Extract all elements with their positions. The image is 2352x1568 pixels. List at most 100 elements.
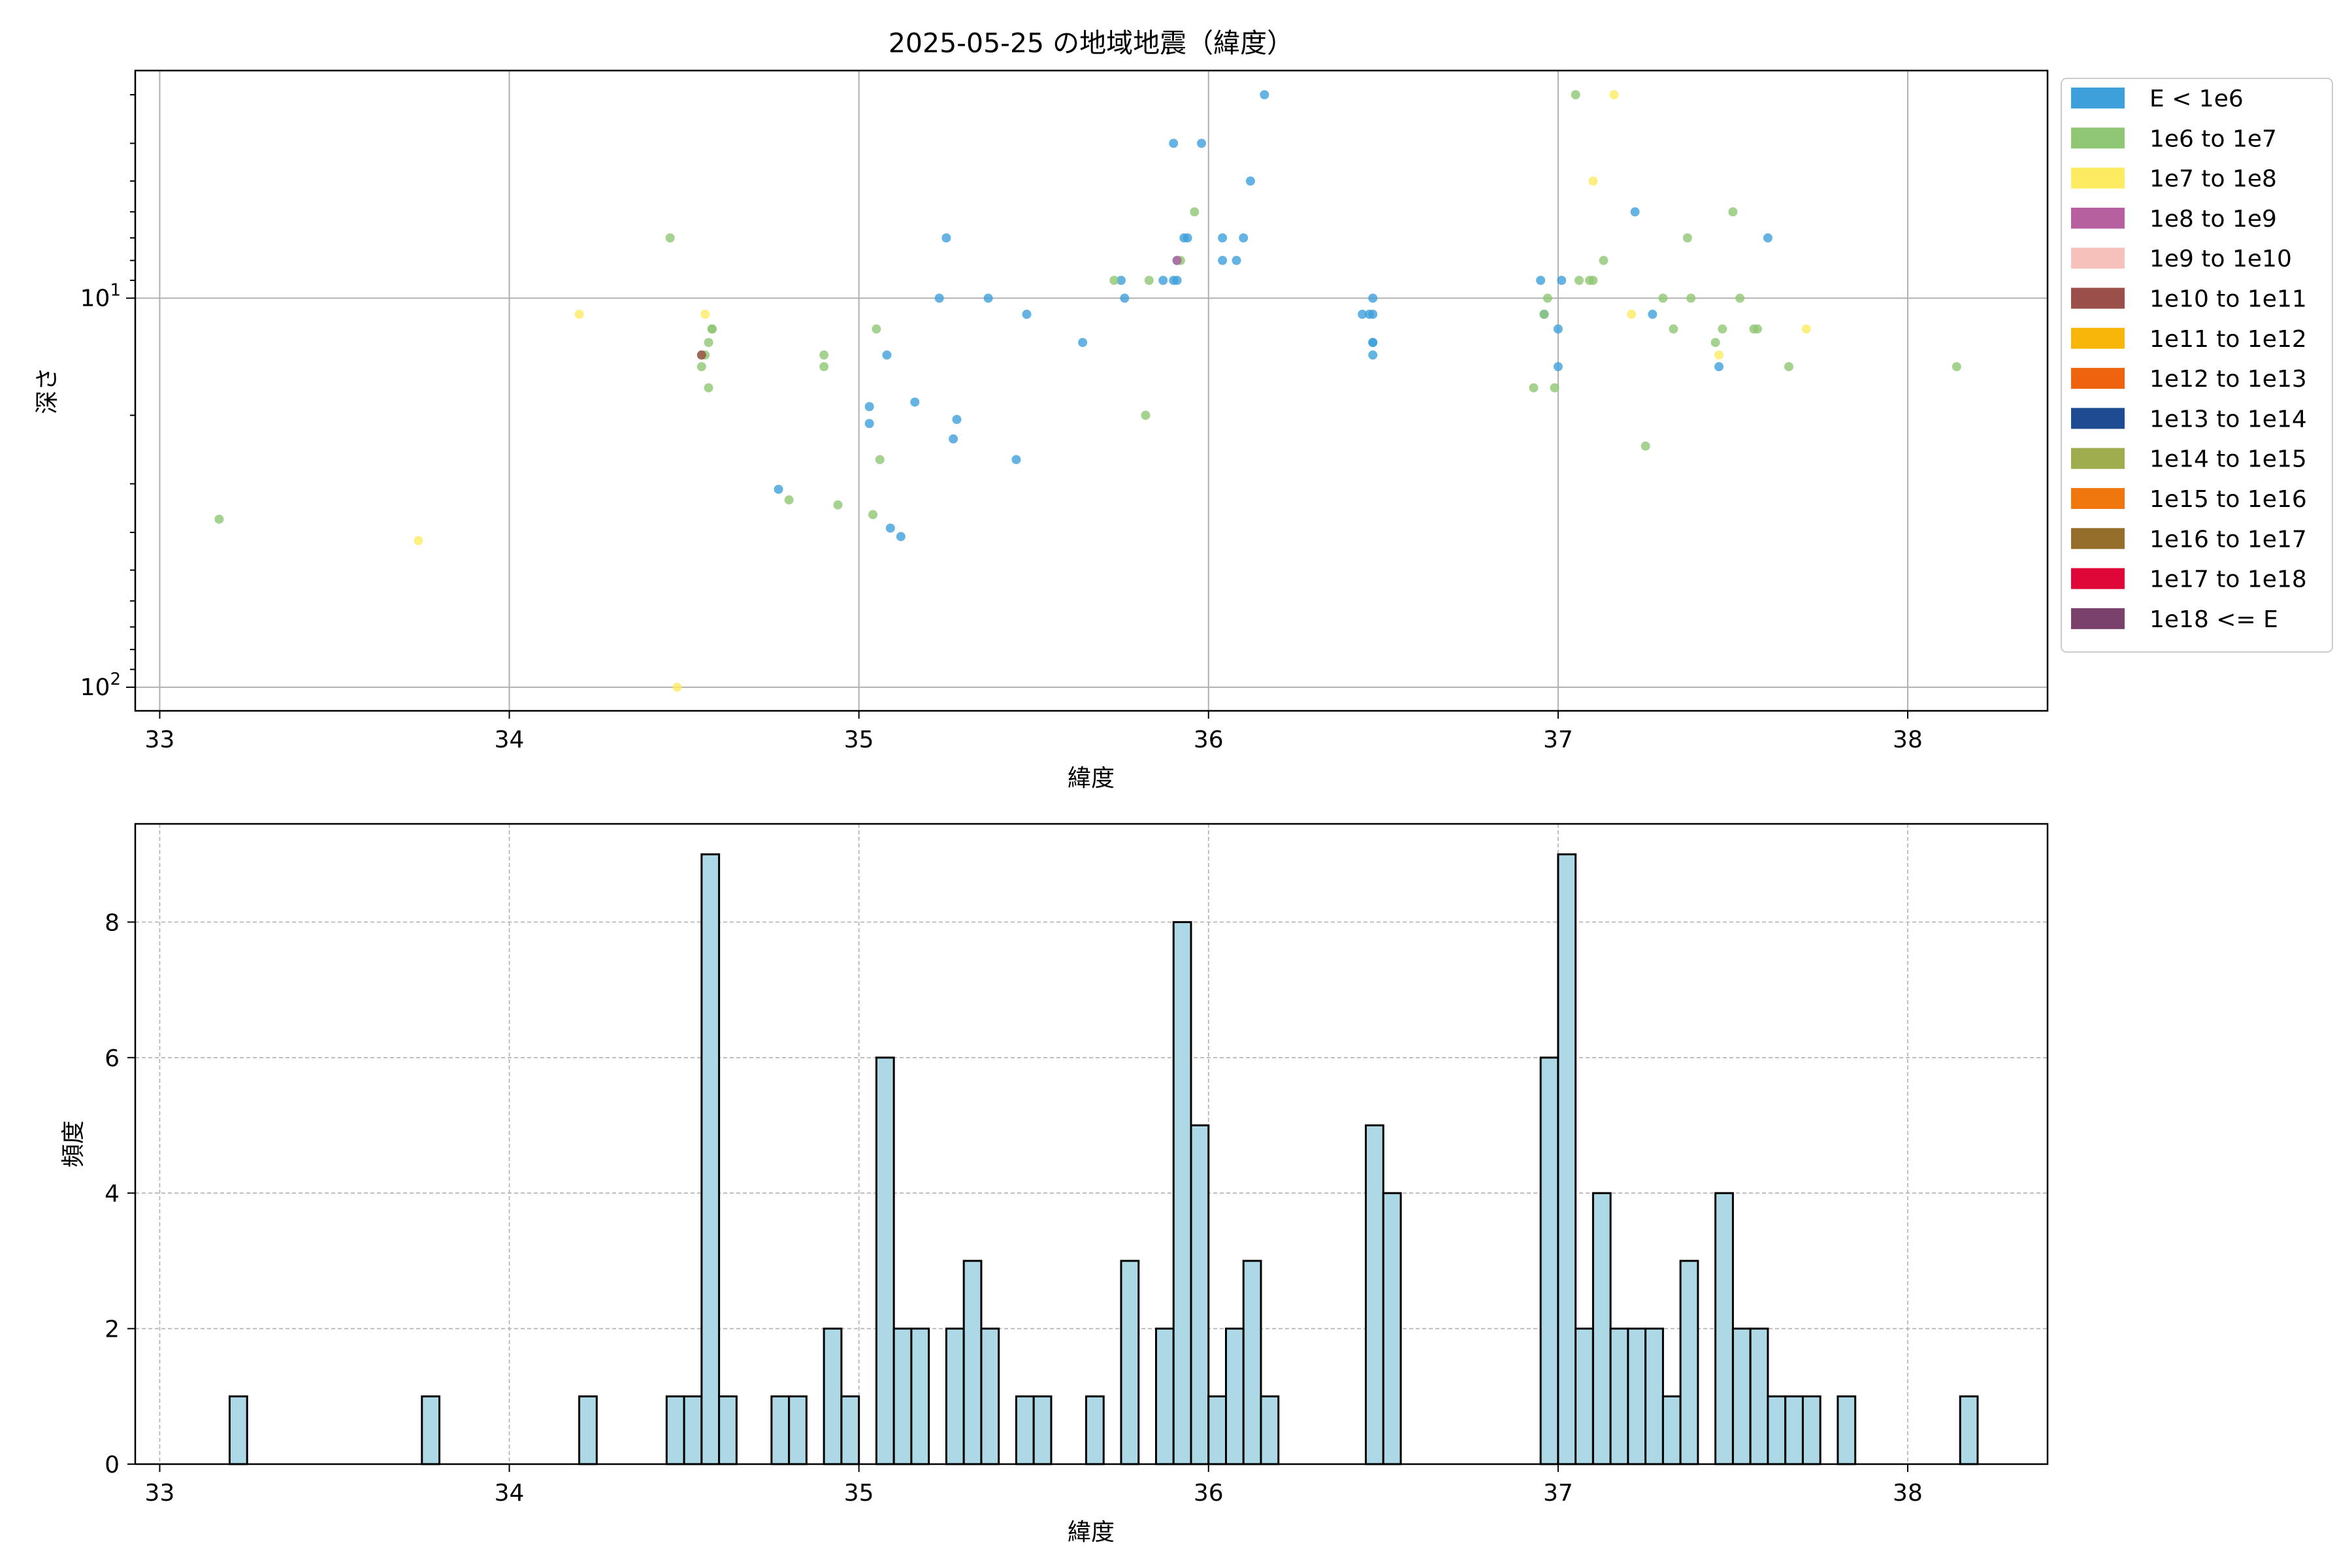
scatter-point	[934, 293, 944, 303]
scatter-point	[1648, 310, 1658, 319]
scatter-point	[704, 338, 713, 348]
scatter-point	[896, 532, 906, 542]
histogram-bar	[1801, 1395, 1821, 1465]
histogram-bar	[788, 1395, 808, 1465]
legend-swatch	[2071, 568, 2125, 589]
histogram-bar	[823, 1328, 843, 1465]
legend-label: 1e12 to 1e13	[2149, 366, 2307, 393]
legend: E < 1e6 1e6 to 1e7 1e7 to 1e8 1e8 to 1e9 1e9…	[2061, 78, 2333, 653]
scatter-point	[872, 324, 881, 334]
scatter-point	[875, 455, 885, 465]
histogram-panel: 33 34 35 36 37 38 0 2 4 6 8 緯度 頻度	[60, 823, 2049, 1546]
histogram-bar	[1661, 1395, 1682, 1465]
scatter-point	[1752, 324, 1762, 334]
scatter-point	[1368, 310, 1378, 319]
scatter-point	[1543, 293, 1552, 303]
scatter-point	[868, 510, 878, 519]
scatter-point	[910, 397, 920, 407]
legend-swatch	[2071, 528, 2125, 549]
scatter-point	[1718, 324, 1727, 334]
legend-items: E < 1e6 1e6 to 1e7 1e7 to 1e8 1e8 to 1e9 1e9…	[2071, 86, 2307, 633]
legend-label: 1e13 to 1e14	[2149, 406, 2307, 433]
histogram-bar	[1627, 1328, 1647, 1465]
scatter-point	[1239, 233, 1249, 243]
legend-swatch	[2071, 207, 2125, 229]
legend-label: 1e15 to 1e16	[2149, 486, 2307, 513]
scatter-point	[696, 350, 706, 360]
histogram-bar	[1837, 1395, 1857, 1465]
scatter-point	[1588, 276, 1598, 286]
scatter-point	[1022, 310, 1032, 319]
scatter-point	[1218, 255, 1228, 265]
scatter-axes-frame	[134, 69, 2049, 712]
histogram-bar	[1032, 1395, 1053, 1465]
histogram-bar	[1015, 1395, 1035, 1465]
legend-swatch	[2071, 368, 2125, 389]
scatter-grid	[135, 71, 2048, 711]
scatter-points	[214, 90, 1961, 692]
histogram-bar	[980, 1328, 1000, 1465]
scatter-point	[1172, 276, 1182, 286]
legend-swatch	[2071, 127, 2125, 149]
scatter-point	[672, 682, 682, 692]
scatter-point	[819, 362, 829, 372]
scatter-point	[1368, 293, 1378, 303]
scatter-point	[774, 484, 783, 494]
histogram-bar	[1731, 1328, 1752, 1465]
scatter-x-tick-label: 35	[844, 727, 874, 753]
histogram-y-axis-label: 頻度	[60, 1120, 87, 1168]
scatter-point	[941, 233, 951, 243]
scatter-point	[1735, 293, 1745, 303]
scatter-x-tick-label: 33	[145, 727, 175, 753]
scatter-point	[1553, 362, 1563, 372]
scatter-point	[704, 383, 713, 393]
histogram-y-tick-label: 6	[105, 1045, 120, 1072]
legend-label: 1e18 <= E	[2149, 606, 2278, 633]
scatter-point	[1190, 207, 1200, 217]
legend-swatch	[2071, 287, 2125, 309]
scatter-point	[1539, 310, 1549, 319]
scatter-y-ticks: 101 102	[80, 280, 135, 701]
histogram-bar	[718, 1395, 738, 1465]
histogram-x-ticks: 33 34 35 36 37 38	[145, 1464, 1923, 1507]
histogram-bar	[1382, 1192, 1402, 1465]
scatter-point	[1141, 410, 1151, 420]
scatter-point	[885, 523, 895, 533]
scatter-point	[1078, 338, 1088, 348]
scatter-y-tick-label: 102	[80, 670, 121, 701]
legend-swatch	[2071, 408, 2125, 429]
histogram-bar	[892, 1328, 913, 1465]
histogram-x-tick-label: 33	[145, 1480, 175, 1507]
scatter-point	[1109, 276, 1119, 286]
legend-label: 1e8 to 1e9	[2149, 206, 2277, 233]
histogram-bar	[578, 1395, 598, 1465]
histogram-bar	[1085, 1395, 1105, 1465]
scatter-point	[1172, 255, 1182, 265]
scatter-x-tick-label: 38	[1893, 727, 1923, 753]
chart-title: 2025-05-25 の地域地震（緯度）	[889, 27, 1294, 59]
scatter-point	[1682, 233, 1692, 243]
histogram-bar	[1714, 1192, 1734, 1465]
scatter-point	[1714, 362, 1724, 372]
legend-label: 1e16 to 1e17	[2149, 526, 2307, 553]
histogram-bar	[228, 1395, 248, 1465]
histogram-bar	[1557, 853, 1577, 1465]
scatter-point	[1169, 139, 1179, 148]
legend-swatch	[2071, 488, 2125, 509]
histogram-bar	[1242, 1260, 1262, 1465]
scatter-point	[1197, 139, 1207, 148]
legend-label: 1e11 to 1e12	[2149, 326, 2307, 353]
scatter-point	[1557, 276, 1567, 286]
histogram-y-tick-label: 2	[105, 1316, 120, 1343]
scatter-point	[1658, 293, 1668, 303]
legend-label: E < 1e6	[2149, 86, 2244, 112]
histogram-bar	[1767, 1395, 1787, 1465]
legend-swatch	[2071, 448, 2125, 469]
scatter-point	[1574, 276, 1584, 286]
scatter-x-tick-label: 37	[1543, 727, 1573, 753]
legend-label: 1e10 to 1e11	[2149, 286, 2307, 313]
scatter-x-ticks: 33 34 35 36 37 38	[145, 711, 1923, 753]
histogram-y-tick-label: 4	[105, 1181, 120, 1207]
scatter-point	[1183, 233, 1192, 243]
scatter-point	[1710, 338, 1720, 348]
